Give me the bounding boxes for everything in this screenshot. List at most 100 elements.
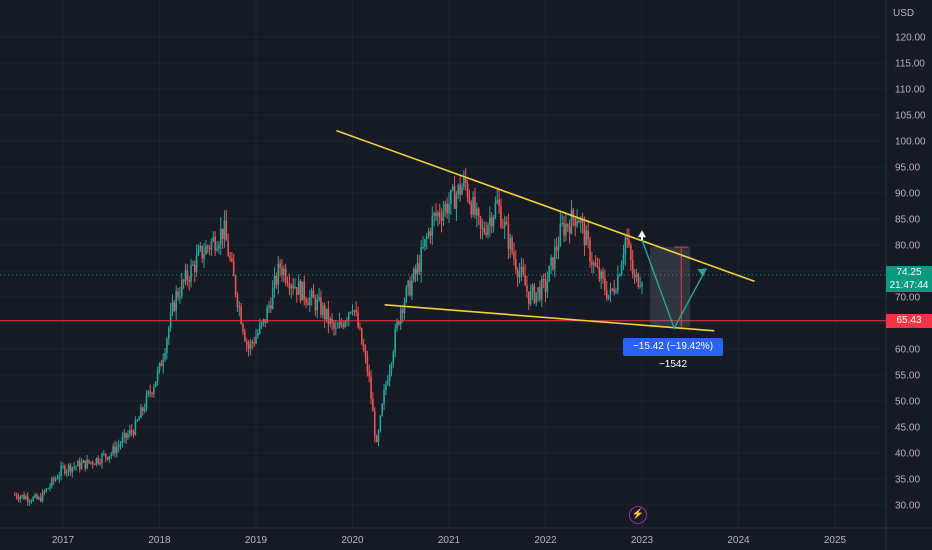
candle-body bbox=[631, 260, 634, 275]
candle-body bbox=[513, 252, 515, 259]
candle-body bbox=[247, 344, 250, 349]
candle-body bbox=[620, 264, 623, 276]
time-tick-label: 2018 bbox=[148, 535, 171, 546]
candle-body bbox=[114, 446, 116, 454]
candle-body bbox=[210, 241, 213, 250]
candle-body bbox=[637, 273, 640, 287]
candle-body bbox=[602, 271, 604, 279]
price-tick-label: 85.00 bbox=[895, 215, 920, 226]
candle-body bbox=[633, 274, 636, 277]
candle-body bbox=[275, 275, 278, 285]
candle-body bbox=[553, 247, 556, 270]
candle-body bbox=[485, 232, 487, 235]
price-axis[interactable]: 30.0035.0040.0045.0050.0055.0060.0065.00… bbox=[893, 8, 926, 512]
candle-body bbox=[613, 288, 615, 293]
candle-body bbox=[182, 280, 185, 282]
candle-body bbox=[546, 281, 549, 292]
candle-body bbox=[208, 247, 211, 250]
candle-body bbox=[617, 275, 619, 292]
candle-body bbox=[437, 212, 439, 216]
candle-body bbox=[171, 302, 174, 312]
candle-body bbox=[641, 283, 643, 287]
candle-body bbox=[529, 290, 532, 305]
candle-body bbox=[451, 186, 454, 190]
candle-body bbox=[366, 356, 369, 372]
time-axis[interactable]: 2017 2018 2019 2020 2021 2022 2023 2024 2025 bbox=[52, 535, 847, 546]
drawing-overlays bbox=[0, 129, 886, 332]
candle-body bbox=[279, 263, 281, 268]
candle-body bbox=[583, 222, 586, 246]
candle-body bbox=[145, 394, 148, 409]
candle-body bbox=[95, 458, 98, 465]
candle-body bbox=[481, 227, 484, 229]
candle-body bbox=[34, 494, 36, 498]
candle-body bbox=[164, 352, 166, 360]
candle-body bbox=[327, 308, 330, 324]
time-tick-label: 2020 bbox=[341, 535, 364, 546]
candle-body bbox=[487, 225, 489, 235]
candle-body bbox=[54, 478, 57, 481]
candle-body bbox=[370, 376, 372, 399]
candle-body bbox=[418, 263, 421, 272]
candle-body bbox=[639, 286, 641, 288]
candle-body bbox=[359, 327, 361, 329]
candle-body bbox=[195, 255, 198, 272]
candle-body bbox=[347, 312, 350, 320]
candle-body bbox=[103, 453, 105, 455]
candle-body bbox=[524, 274, 526, 286]
candle-body bbox=[587, 230, 589, 240]
currency-label: USD bbox=[893, 8, 914, 19]
candle-body bbox=[71, 467, 74, 473]
candle-body bbox=[533, 285, 536, 303]
resistance-trendline bbox=[336, 129, 755, 283]
price-tick-label: 55.00 bbox=[895, 371, 920, 382]
candle-body bbox=[605, 290, 608, 299]
candle-body bbox=[368, 371, 371, 377]
candle-body bbox=[112, 446, 114, 454]
candle-body bbox=[589, 239, 591, 262]
candle-body bbox=[86, 459, 88, 469]
candle-body bbox=[277, 263, 280, 285]
time-tick-label: 2017 bbox=[52, 535, 75, 546]
candle-body bbox=[422, 246, 424, 248]
candle-body bbox=[221, 228, 224, 239]
candle-body bbox=[13, 494, 16, 496]
candle-body bbox=[175, 291, 178, 311]
candle-body bbox=[288, 284, 291, 289]
candle-body bbox=[294, 287, 296, 289]
candle-body bbox=[379, 415, 382, 431]
candle-body bbox=[206, 246, 209, 248]
candle-body bbox=[511, 237, 513, 253]
candle-body bbox=[166, 339, 168, 353]
candle-body bbox=[117, 445, 120, 448]
lightning-icon[interactable]: ⚡ bbox=[629, 506, 647, 524]
candle-body bbox=[323, 305, 326, 320]
price-tick-label: 30.00 bbox=[895, 501, 920, 512]
candle-body bbox=[303, 281, 306, 300]
candle-body bbox=[336, 327, 339, 329]
candle-body bbox=[82, 460, 85, 463]
candle-body bbox=[184, 270, 187, 282]
candle-body bbox=[173, 302, 176, 311]
candle-body bbox=[151, 393, 153, 395]
candle-body bbox=[386, 381, 389, 385]
candle-body bbox=[622, 254, 625, 265]
price-tick-label: 110.00 bbox=[895, 85, 925, 96]
candle-body bbox=[273, 275, 276, 289]
candle-body bbox=[542, 279, 545, 281]
current-price-value: 74.25 bbox=[896, 267, 922, 278]
candle-body bbox=[43, 491, 46, 493]
candle-body bbox=[77, 461, 79, 467]
candle-body bbox=[156, 370, 159, 382]
price-tick-label: 115.00 bbox=[895, 59, 925, 70]
candle-body bbox=[36, 494, 38, 499]
candle-body bbox=[483, 227, 486, 233]
candle-body bbox=[474, 196, 476, 216]
candle-body bbox=[238, 306, 241, 308]
candle-body bbox=[477, 208, 480, 217]
candle-body bbox=[104, 453, 107, 458]
candle-body bbox=[260, 322, 263, 325]
candle-body bbox=[563, 222, 565, 236]
candle-body bbox=[167, 327, 170, 340]
